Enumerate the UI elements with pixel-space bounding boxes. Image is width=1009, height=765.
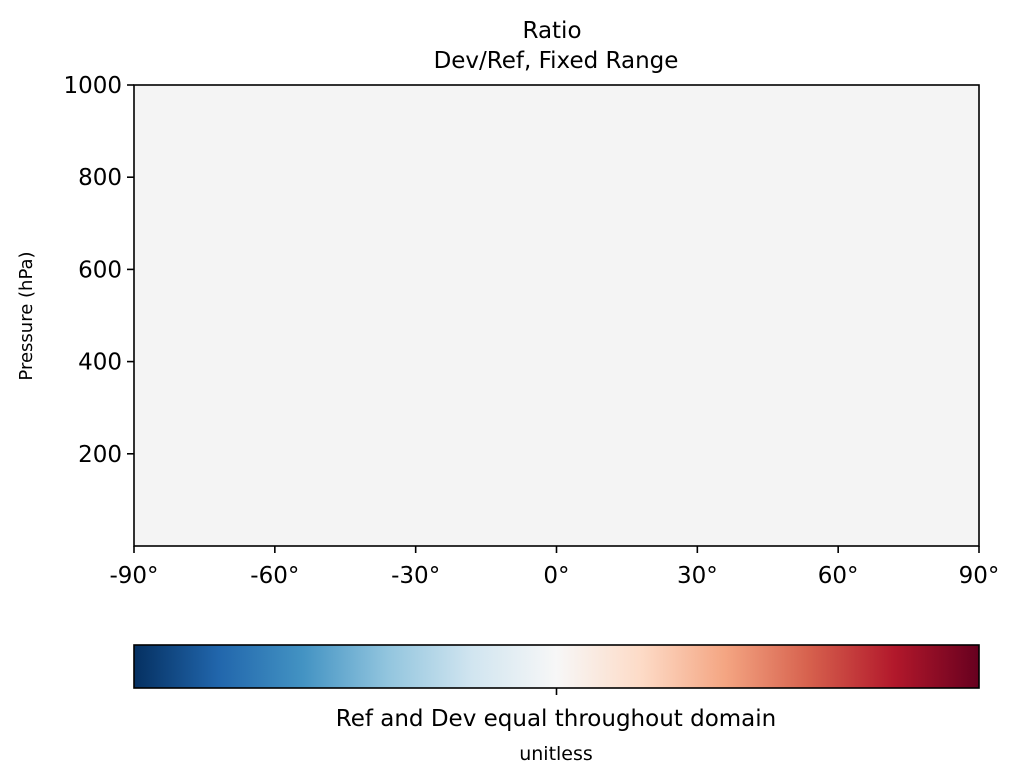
x-tick-label: 0° (543, 563, 569, 589)
chart-title: Ratio (522, 18, 581, 44)
colorbar-units: unitless (519, 743, 593, 765)
x-axis: -90° -60° -30° 0° 30° 60° 90° (109, 546, 999, 589)
y-tick-label: 600 (78, 257, 122, 283)
x-tick-label: 90° (959, 563, 1000, 589)
chart-subtitle: Dev/Ref, Fixed Range (434, 48, 679, 74)
x-tick-label: 30° (677, 563, 718, 589)
x-tick-label: 60° (818, 563, 859, 589)
y-tick-label: 1000 (63, 73, 122, 99)
colorbar (133, 644, 980, 689)
x-tick-label: -90° (109, 563, 158, 589)
y-tick-label: 800 (78, 165, 122, 191)
y-axis-label: Pressure (hPa) (16, 251, 37, 380)
y-tick-label: 400 (78, 350, 122, 376)
y-tick-label: 200 (78, 442, 122, 468)
colorbar-label: Ref and Dev equal throughout domain (336, 706, 776, 732)
x-tick-label: -60° (250, 563, 299, 589)
y-axis: 200 400 600 800 1000 (63, 73, 134, 468)
plot-area (134, 85, 979, 546)
x-tick-label: -30° (391, 563, 440, 589)
